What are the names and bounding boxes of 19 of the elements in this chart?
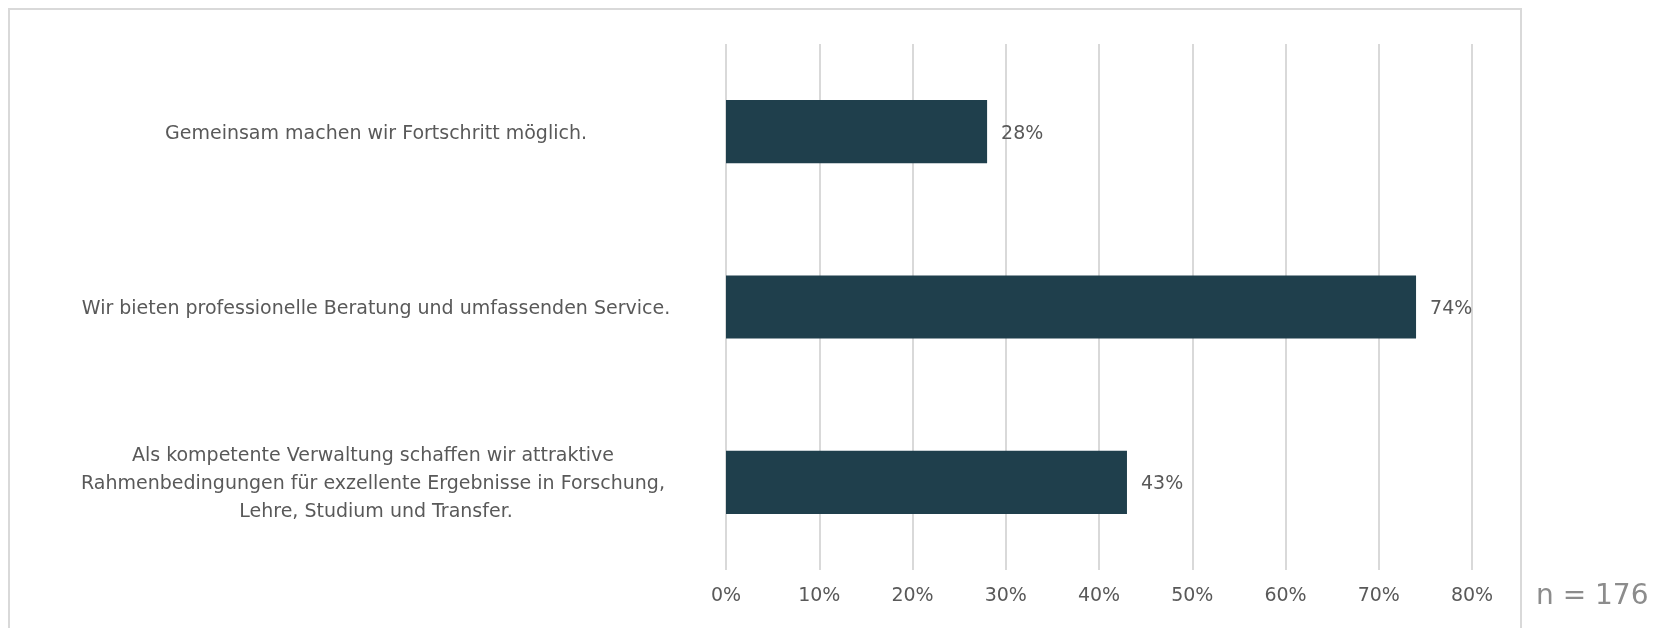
- data-label: 43%: [1140, 471, 1184, 494]
- x-tick-label: 20%: [891, 582, 934, 605]
- x-tick-label: 10%: [798, 582, 841, 605]
- bar: [726, 100, 988, 164]
- x-tick-label: 40%: [1077, 582, 1121, 605]
- x-tick-label: 30%: [984, 582, 1027, 605]
- x-tick-label: 70%: [1357, 582, 1400, 605]
- x-tick-label: 80%: [1450, 582, 1494, 605]
- bar: [726, 450, 1127, 514]
- data-label: 74%: [1430, 296, 1473, 318]
- y-tick-label: Gemeinsam machen wir Fortschritt möglich.: [165, 120, 587, 143]
- data-label: 28%: [1001, 120, 1044, 143]
- x-tick-label: 0%: [710, 582, 742, 605]
- text: n = 176: [1536, 578, 1649, 611]
- y-tick-label: Wir bieten professionelle Beratung und umfassenden Service.: [81, 296, 671, 318]
- x-tick-label: 50%: [1171, 582, 1214, 605]
- bar: [726, 275, 1417, 339]
- x-tick-label: 60%: [1264, 582, 1307, 605]
- y-tick-label: Als kompetente Verwaltung schaffen wir attraktive Rahmenbedingungen für exzellente Ergebnisse in Forschung, Lehre, Studium und Transfer.: [81, 443, 671, 522]
